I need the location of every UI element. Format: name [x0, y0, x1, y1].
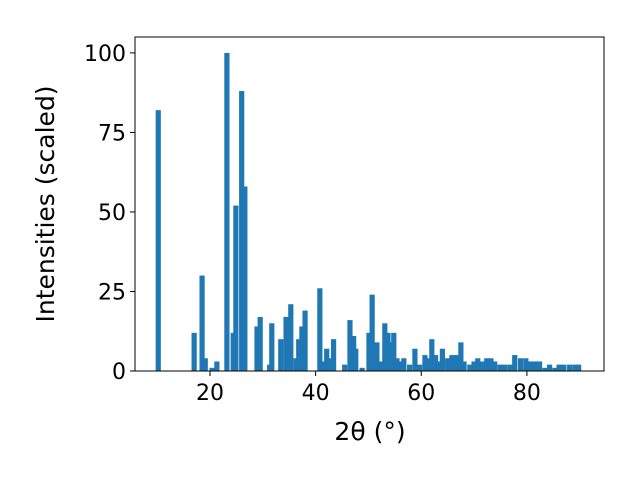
bar [388, 342, 394, 371]
bar [412, 348, 418, 371]
bar [426, 358, 432, 371]
bar [230, 332, 236, 371]
bar [377, 361, 383, 371]
bar [293, 358, 299, 371]
bar [512, 355, 518, 371]
bar [257, 316, 263, 371]
bar [347, 320, 353, 371]
y-tick-label: 25 [98, 280, 126, 305]
bar [374, 342, 380, 371]
bar [366, 332, 372, 371]
bar [552, 367, 558, 371]
x-axis-label: 2θ (°) [334, 417, 405, 446]
bar [278, 339, 284, 371]
bar [317, 288, 323, 371]
bar [369, 294, 375, 371]
bar [458, 342, 464, 371]
y-axis-label: Intensities (scaled) [31, 85, 60, 322]
bar [353, 348, 359, 371]
bar [199, 275, 205, 371]
bar [342, 364, 348, 371]
bar [461, 361, 467, 371]
bar [320, 361, 326, 371]
bar [401, 358, 407, 371]
bar [299, 326, 305, 371]
bar [202, 358, 208, 371]
bar [191, 332, 197, 371]
bar [527, 361, 534, 371]
bar [407, 364, 413, 371]
bar [302, 310, 308, 371]
bar [572, 364, 578, 371]
x-tick-label: 40 [302, 381, 330, 406]
bar [330, 339, 337, 371]
bar [233, 205, 239, 371]
bar [576, 364, 582, 371]
x-tick-label: 20 [196, 381, 224, 406]
bar [324, 348, 330, 371]
bar [517, 358, 524, 371]
bar [479, 361, 486, 371]
bar [497, 364, 503, 371]
bar [242, 186, 248, 371]
bar [214, 361, 220, 371]
bar [417, 364, 423, 371]
bar [283, 316, 289, 371]
bar [394, 358, 400, 371]
bar [471, 361, 477, 371]
y-tick-label: 50 [98, 201, 126, 226]
bar [209, 367, 215, 371]
bar [327, 358, 333, 371]
bar [567, 364, 573, 371]
bar [445, 358, 451, 371]
bar [391, 332, 397, 371]
bar [532, 361, 538, 371]
bar [429, 339, 435, 371]
bar [502, 364, 508, 371]
bar [155, 110, 161, 372]
bar [561, 364, 567, 371]
bar [449, 355, 455, 371]
bar [475, 358, 481, 371]
bar [492, 361, 498, 371]
bar [397, 361, 403, 371]
y-tick-label: 0 [112, 360, 126, 385]
bar [288, 304, 294, 371]
bar [422, 355, 428, 371]
bar [385, 332, 391, 371]
bar [556, 364, 562, 371]
bar [296, 339, 302, 371]
bar [547, 364, 553, 371]
bar [436, 361, 442, 371]
bar [439, 348, 445, 371]
bar [269, 323, 275, 371]
bar [488, 358, 494, 371]
bar [224, 52, 230, 372]
bar [484, 358, 490, 371]
plot-frame [134, 36, 605, 372]
y-tick-label: 100 [84, 42, 126, 67]
bar [382, 323, 388, 371]
bar [359, 367, 365, 371]
bar [523, 358, 529, 371]
bar [507, 364, 513, 371]
bar [453, 355, 459, 371]
bar [542, 367, 548, 371]
y-tick-label: 75 [98, 121, 126, 146]
bar [254, 326, 260, 371]
x-tick-label: 80 [513, 381, 541, 406]
bar [467, 364, 473, 371]
bar [536, 361, 543, 371]
bar [239, 91, 245, 372]
bar [432, 355, 439, 371]
x-tick-label: 60 [407, 381, 435, 406]
